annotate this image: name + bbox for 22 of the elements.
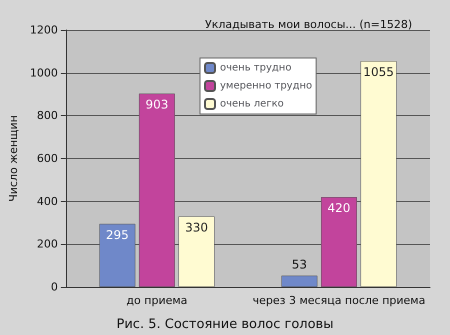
y-tick-label: 800: [36, 109, 58, 122]
data-label: 1055: [363, 65, 394, 80]
y-tick-label: 600: [36, 152, 58, 165]
text: Рис. 5. Состояние волос головы: [116, 317, 334, 332]
y-tick-label: 0: [50, 280, 58, 294]
legend-label: умеренно трудно: [220, 80, 312, 92]
y-tick-label: 1200: [30, 24, 58, 36]
chart-title: Укладывать мои волосы... (n=1528): [205, 18, 412, 31]
y-tick-label: 200: [36, 238, 58, 251]
y-tick-label: 1000: [30, 66, 58, 80]
y-axis-title: Число женщин: [7, 115, 20, 202]
legend-label: очень легко: [220, 98, 284, 110]
data-label: 903: [145, 98, 168, 112]
data-label: 295: [106, 228, 129, 242]
y-tick-label: 400: [36, 194, 58, 208]
data-label: 420: [328, 201, 350, 216]
bar: [281, 276, 318, 287]
legend-label: очень трудно: [220, 62, 292, 74]
data-label: 330: [185, 220, 208, 234]
x-tick-label: до приема: [126, 294, 188, 307]
data-label: 53: [292, 258, 308, 272]
x-tick-label: через 3 месяца после приема: [252, 294, 426, 307]
